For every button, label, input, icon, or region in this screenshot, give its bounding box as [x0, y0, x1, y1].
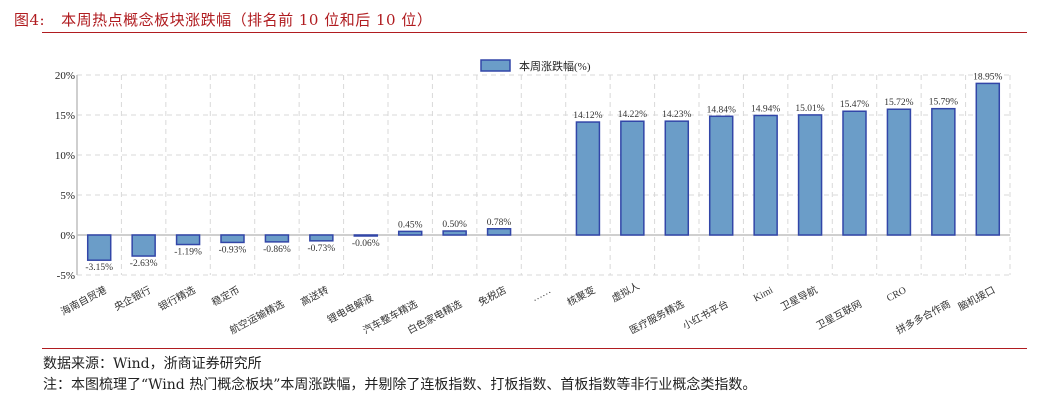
bar-value-label: 15.47%: [840, 100, 869, 110]
legend-swatch: [480, 59, 511, 72]
chart-bars: -3.15% -2.63% -1.19% -0.93% -0.86% -0.73% -0.0…: [85, 72, 1002, 273]
data-source: 数据来源：Wind，浙商证券研究所: [43, 356, 262, 372]
y-tick-label: 15%: [55, 110, 75, 122]
x-category-label: 核聚变: [565, 283, 598, 309]
bar: [931, 107, 956, 236]
x-category-label: 航空运输精选: [227, 297, 286, 337]
bar-value-label: 14.22%: [618, 110, 647, 120]
bar-value-label: -0.86%: [263, 245, 291, 255]
y-tick-label: 20%: [55, 70, 75, 82]
x-category-label: 免税店: [476, 283, 509, 309]
figure-title-text: 本周热点概念板块涨跌幅（排名前 10 位和后 10 位）: [61, 11, 433, 29]
chart-grid: [77, 74, 1011, 276]
x-category-label: CRO: [885, 285, 908, 304]
x-category-label: 央企银行: [112, 283, 153, 313]
title-divider: [42, 32, 1027, 33]
bar: [708, 115, 734, 236]
bar: [264, 234, 290, 243]
x-category-label: 银行精选: [156, 283, 197, 313]
bar: [797, 114, 823, 236]
bar: [842, 110, 867, 236]
chart-legend: 本周涨跌幅(%): [480, 59, 591, 73]
x-category-label: 锂电电解液: [325, 291, 375, 326]
bar: [753, 114, 778, 236]
bar: [131, 234, 156, 257]
bar: [309, 234, 334, 242]
bar: [886, 108, 912, 236]
figure-number: 图4:: [14, 11, 46, 29]
bar-value-label: 14.84%: [707, 105, 736, 115]
bar-value-label: -3.15%: [85, 263, 113, 273]
bar-value-label: 18.95%: [973, 72, 1002, 82]
x-category-label: 医疗服务精选: [627, 297, 686, 337]
x-category-label: 卫星导航: [778, 283, 819, 313]
bar-value-label: -1.19%: [174, 248, 202, 258]
x-category-label: 高送转: [298, 283, 331, 309]
bar-value-label: 15.72%: [884, 98, 913, 108]
x-category-label: 脑机接口: [956, 283, 997, 313]
x-axis-labels: 海南自贸港 央企银行 银行精选 稳定币航空运输精选高送转锂电电解液汽车整车精选白色家电…: [58, 279, 997, 337]
bar-value-label: -0.06%: [352, 239, 380, 249]
y-tick-label: 5%: [60, 190, 75, 202]
bar: [86, 234, 112, 261]
x-category-label: 卫星互联网: [814, 298, 864, 332]
footer-divider: [42, 348, 1027, 349]
bar-value-label: 15.79%: [929, 98, 958, 108]
bar-value-label: 15.01%: [795, 104, 824, 114]
bar-value-label: 0.50%: [442, 220, 467, 230]
bar-value-label: -2.63%: [130, 259, 158, 269]
x-category-label: 小红书平台: [680, 297, 730, 332]
bar: [220, 234, 245, 244]
bar-value-label: 0.45%: [398, 220, 423, 230]
y-tick-label: 0%: [60, 230, 75, 242]
bar: [175, 234, 201, 246]
bar-value-label: -0.93%: [219, 245, 247, 255]
x-category-label: 虚拟人: [609, 279, 642, 305]
x-category-label: 海南自贸港: [58, 283, 108, 318]
bar: [975, 82, 1001, 236]
x-category-label: 拼多多合作商: [894, 297, 953, 337]
legend-label: 本周涨跌幅(%): [519, 59, 591, 73]
bar: [486, 228, 512, 236]
x-category-label: 稳定币: [209, 283, 242, 309]
bar-value-label: 14.94%: [751, 104, 780, 114]
bar: [575, 121, 601, 236]
bar-value-label: 14.23%: [662, 110, 691, 120]
bar-value-label: 0.78%: [487, 218, 512, 228]
bar: [620, 120, 645, 236]
bar-value-label: 14.12%: [573, 111, 602, 121]
y-tick-label: -5%: [57, 270, 75, 282]
bar-value-label: -0.73%: [308, 244, 336, 254]
x-category-label: Kimi: [752, 285, 776, 304]
x-category-label: ……: [530, 285, 553, 304]
bar: [442, 230, 467, 236]
figure-title: 图4: 本周热点概念板块涨跌幅（排名前 10 位和后 10 位）: [14, 9, 432, 30]
bar: [397, 230, 423, 236]
y-tick-label: 10%: [55, 150, 75, 162]
bar: [664, 120, 690, 236]
figure-note: 注：本图梳理了“Wind 热门概念板块”本周涨跌幅，并剔除了连板指数、打板指数、…: [43, 377, 757, 393]
bar: [353, 234, 379, 237]
bar-chart: -5% 0% 5% 10% 15% 20% -3.15% -2.63% -1.19% -0.93…: [55, 59, 1011, 337]
